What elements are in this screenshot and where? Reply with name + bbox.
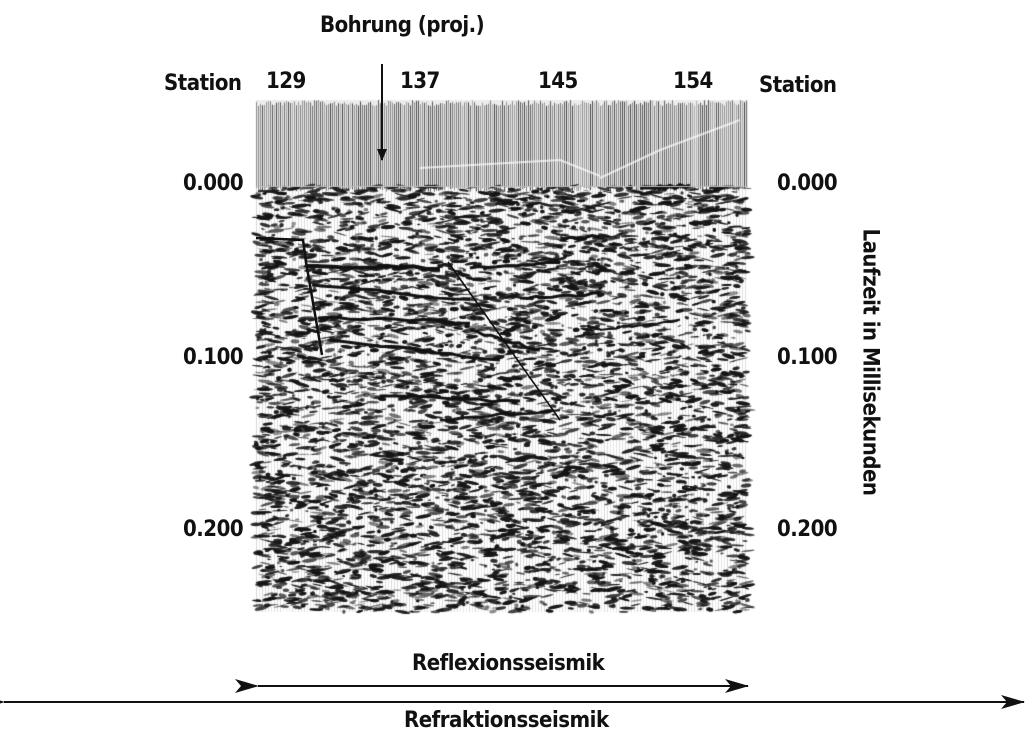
fault-line-left [255, 236, 324, 356]
station-label-right: Station [759, 73, 837, 98]
time-tick-right-0: 0.000 [777, 171, 838, 196]
borehole-label: Bohrung (proj.) [320, 13, 485, 38]
time-tick-right-200: 0.200 [777, 517, 838, 542]
station-label-left: Station [164, 71, 242, 96]
vertical-axis-label-wrapper: Laufzeit in Millisekunden [850, 222, 890, 502]
time-tick-left-0: 0.000 [183, 171, 244, 196]
station-tick-129: 129 [266, 69, 306, 94]
time-tick-right-100: 0.100 [777, 345, 838, 370]
time-tick-left-100: 0.100 [183, 345, 244, 370]
station-tick-145: 145 [538, 69, 578, 94]
reflection-seismic-label: Reflexionsseismik [412, 651, 605, 676]
vertical-axis-label: Laufzeit in Millisekunden [857, 228, 883, 496]
refraction-seismic-label: Refraktionsseismik [404, 708, 609, 733]
station-tick-154: 154 [673, 69, 713, 94]
time-tick-left-200: 0.200 [183, 517, 244, 542]
fault-line-center [447, 261, 561, 421]
station-tick-137: 137 [400, 69, 440, 94]
